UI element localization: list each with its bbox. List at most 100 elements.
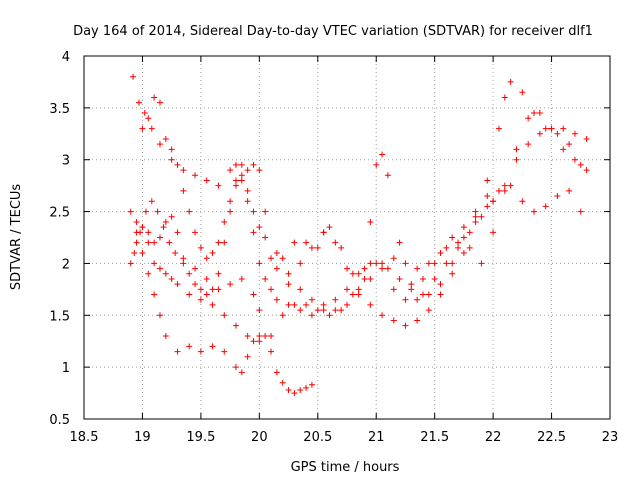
data-point [425,307,432,314]
data-point [414,265,421,272]
data-point [297,260,304,267]
data-point [244,167,251,174]
data-point [583,135,590,142]
series-track-5 [133,110,590,345]
data-point [250,338,257,345]
chart-title: Day 164 of 2014, Sidereal Day-to-day VTE… [73,24,593,39]
data-point [262,234,269,241]
data-point [268,286,275,293]
data-point [174,281,181,288]
data-point [455,239,462,246]
data-point [472,218,479,225]
x-tick-label: 21.5 [420,430,449,445]
data-point [133,218,140,225]
data-point [285,281,292,288]
data-point [145,115,152,122]
x-tick-label: 19 [134,430,151,445]
data-point [256,333,263,340]
data-point [390,286,397,293]
data-point [244,353,251,360]
data-point [437,291,444,298]
data-point [156,99,163,106]
data-point [172,250,179,257]
data-point [197,296,204,303]
data-point [519,89,526,96]
data-point [203,255,210,262]
data-point [303,384,310,391]
data-point [232,364,239,371]
data-point [156,234,163,241]
data-point [303,239,310,246]
data-point [478,213,485,220]
data-point [244,333,251,340]
data-point [186,270,193,277]
data-point [148,198,155,205]
data-point [192,172,199,179]
data-point [367,218,374,225]
data-point [285,301,292,308]
data-point [478,260,485,267]
data-point [501,182,508,189]
data-point [256,260,263,267]
y-tick-label: 1.5 [49,309,70,324]
data-point [355,291,362,298]
data-point [548,125,555,132]
data-point [227,281,234,288]
data-point [279,255,286,262]
data-point [367,275,374,282]
data-point [133,239,140,246]
data-point [186,291,193,298]
data-point [332,239,339,246]
data-point [291,390,298,397]
data-point [320,229,327,236]
data-point [174,161,181,168]
data-point [203,291,210,298]
data-point [501,187,508,194]
data-point [162,135,169,142]
x-tick-label: 19.5 [186,430,215,445]
data-point [542,203,549,210]
data-point [168,146,175,153]
data-point [507,78,514,85]
data-point [314,307,321,314]
data-point [396,239,403,246]
y-axis-label: SDTVAR / TECUs [9,184,24,291]
data-point [490,198,497,205]
y-tick-label: 2 [62,257,70,272]
data-point [332,296,339,303]
x-tick-label: 18.5 [70,430,99,445]
data-point [145,270,152,277]
data-point [338,244,345,251]
data-point [449,234,456,241]
data-point [349,270,356,277]
data-point [437,281,444,288]
data-point [268,348,275,355]
data-point [379,260,386,267]
data-point [344,301,350,308]
data-point [273,250,280,257]
data-point [273,296,280,303]
data-point [162,270,169,277]
data-point [431,275,438,282]
data-point [326,224,333,231]
data-point [141,110,148,117]
data-point [425,291,432,298]
data-point [273,369,280,376]
data-point [168,275,175,282]
data-point [472,208,479,215]
data-point [221,312,228,319]
data-point [443,260,450,267]
data-point [531,110,538,117]
data-point [273,265,280,272]
data-point [402,322,409,329]
data-point [209,286,216,293]
data-point [197,348,204,355]
data-point [174,229,181,236]
data-point [203,177,210,184]
data-point [256,224,263,231]
data-point [501,94,508,101]
y-tick-label: 3 [62,154,70,169]
data-point [355,270,362,277]
data-point [162,218,169,225]
data-point [536,110,543,117]
